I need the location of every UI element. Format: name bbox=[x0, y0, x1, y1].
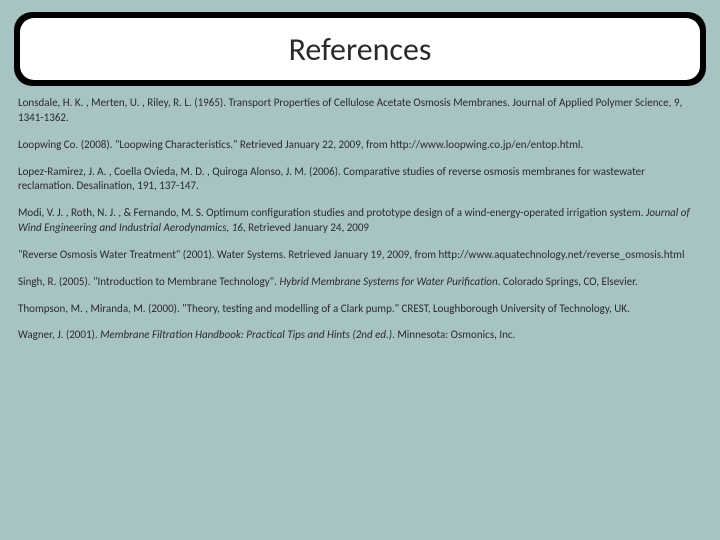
title-inner: References bbox=[20, 18, 700, 80]
reference-item: Lonsdale, H. K. , Merten, U. , Riley, R.… bbox=[18, 96, 702, 126]
ref-text: Thompson, M. , Miranda, M. (2000). "Theo… bbox=[18, 302, 630, 315]
slide: References Lonsdale, H. K. , Merten, U. … bbox=[0, 0, 720, 540]
ref-text: Loopwing Co. (2008). "Loopwing Character… bbox=[18, 138, 583, 151]
reference-item: Singh, R. (2005). "Introduction to Membr… bbox=[18, 275, 702, 290]
references-list: Lonsdale, H. K. , Merten, U. , Riley, R.… bbox=[14, 96, 706, 343]
reference-item: Wagner, J. (2001). Membrane Filtration H… bbox=[18, 328, 702, 343]
reference-item: Thompson, M. , Miranda, M. (2000). "Theo… bbox=[18, 302, 702, 317]
ref-text: "Reverse Osmosis Water Treatment" (2001)… bbox=[18, 248, 684, 261]
ref-text: Singh, R. (2005). "Introduction to Membr… bbox=[18, 275, 279, 288]
ref-italic: Membrane Filtration Handbook: Practical … bbox=[100, 328, 392, 341]
title-container: References bbox=[14, 12, 706, 86]
ref-text: Lonsdale, H. K. , Merten, U. , Riley, R.… bbox=[18, 96, 682, 124]
ref-text: Modi, V. J. , Roth, N. J. , & Fernando, … bbox=[18, 206, 646, 219]
reference-item: Lopez-Ramirez, J. A. , Coella Ovieda, M.… bbox=[18, 165, 702, 195]
ref-text-b: . Minnesota: Osmonics, Inc. bbox=[392, 328, 515, 341]
ref-text: Wagner, J. (2001). bbox=[18, 328, 100, 341]
ref-text-b: , Retrieved January 24, 2009 bbox=[243, 221, 369, 234]
ref-text: Lopez-Ramirez, J. A. , Coella Ovieda, M.… bbox=[18, 165, 645, 193]
page-title: References bbox=[289, 30, 432, 69]
ref-text-b: . Colorado Springs, CO, Elsevier. bbox=[498, 275, 638, 288]
reference-item: Loopwing Co. (2008). "Loopwing Character… bbox=[18, 138, 702, 153]
ref-italic: Hybrid Membrane Systems for Water Purifi… bbox=[279, 275, 497, 288]
reference-item: Modi, V. J. , Roth, N. J. , & Fernando, … bbox=[18, 206, 702, 236]
reference-item: "Reverse Osmosis Water Treatment" (2001)… bbox=[18, 248, 702, 263]
